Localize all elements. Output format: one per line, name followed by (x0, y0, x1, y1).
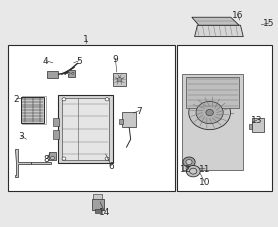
Bar (47, 72, 58, 78)
Circle shape (186, 166, 200, 177)
Polygon shape (113, 80, 120, 86)
Circle shape (72, 73, 74, 75)
Circle shape (196, 102, 223, 124)
Text: 7: 7 (136, 107, 142, 116)
Circle shape (186, 160, 192, 165)
Bar (252, 118, 264, 133)
Bar (8, 45, 175, 191)
Bar (113, 74, 126, 86)
Polygon shape (31, 162, 51, 165)
Text: 10: 10 (198, 177, 210, 186)
Text: 12: 12 (180, 164, 191, 173)
Polygon shape (15, 150, 31, 177)
Circle shape (62, 157, 66, 160)
Text: 6: 6 (108, 161, 114, 170)
Circle shape (105, 98, 109, 101)
Text: 3: 3 (18, 132, 24, 141)
Polygon shape (120, 76, 127, 80)
Circle shape (117, 78, 122, 82)
Text: 2: 2 (13, 94, 19, 103)
Bar (53, 131, 59, 140)
Circle shape (105, 157, 109, 160)
Text: 16: 16 (232, 11, 244, 20)
Text: 5: 5 (76, 57, 82, 66)
Bar (93, 195, 102, 199)
Text: 9: 9 (113, 54, 118, 64)
Bar (119, 119, 123, 125)
Bar (53, 118, 59, 126)
Text: 1: 1 (83, 35, 89, 44)
Text: 15: 15 (263, 19, 275, 28)
Bar (186, 78, 239, 108)
Bar (182, 75, 243, 170)
Text: 13: 13 (251, 116, 263, 125)
Bar (95, 210, 101, 213)
Text: 8: 8 (44, 154, 49, 163)
Polygon shape (195, 26, 243, 37)
Bar (58, 95, 113, 163)
Bar (62, 99, 109, 160)
Bar (21, 98, 44, 124)
Bar (68, 71, 75, 77)
Circle shape (51, 157, 54, 160)
Text: 14: 14 (99, 207, 110, 216)
Circle shape (62, 98, 66, 101)
Bar (122, 112, 136, 127)
Bar (49, 152, 56, 160)
Circle shape (68, 73, 70, 75)
Bar (22, 97, 46, 125)
Bar (92, 199, 104, 210)
Circle shape (189, 96, 230, 130)
Polygon shape (192, 18, 239, 26)
Circle shape (190, 168, 197, 174)
Bar (249, 125, 252, 129)
Text: 4: 4 (43, 57, 49, 66)
Text: 11: 11 (199, 165, 211, 174)
Bar (177, 45, 272, 191)
Circle shape (183, 157, 195, 167)
Polygon shape (112, 76, 120, 80)
Polygon shape (117, 74, 122, 80)
Polygon shape (120, 80, 126, 86)
Circle shape (206, 110, 214, 116)
